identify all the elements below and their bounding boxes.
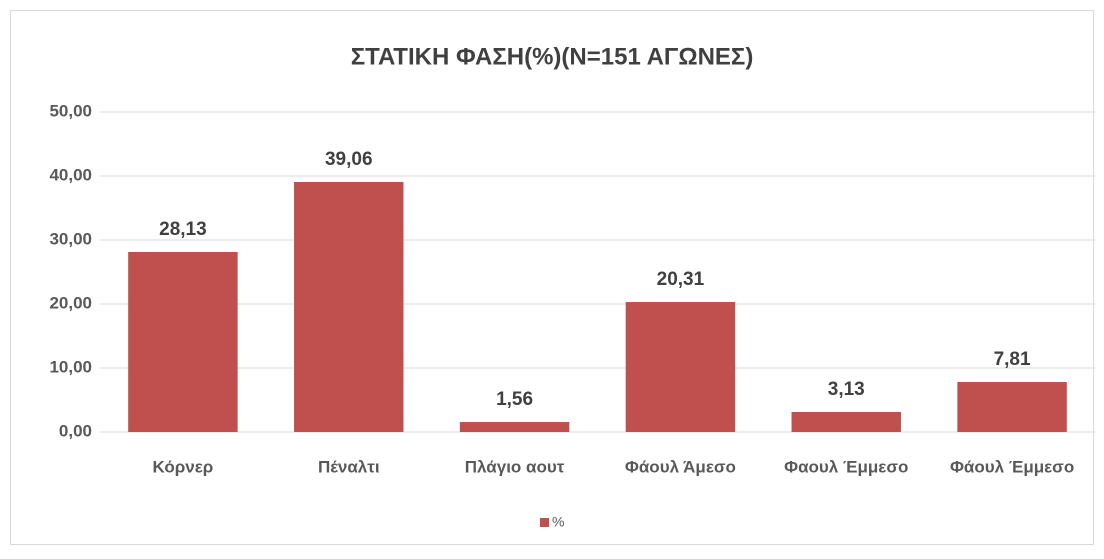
y-tick-label: 40,00 bbox=[49, 165, 92, 184]
y-tick-label: 30,00 bbox=[49, 229, 92, 248]
y-tick-label: 20,00 bbox=[49, 293, 92, 312]
bar bbox=[294, 182, 404, 432]
legend-swatch bbox=[540, 518, 549, 527]
data-label: 3,13 bbox=[828, 379, 865, 400]
y-tick-label: 0,00 bbox=[59, 421, 92, 440]
bar bbox=[957, 382, 1067, 432]
bar bbox=[128, 251, 238, 432]
data-label: 1,56 bbox=[496, 389, 533, 410]
data-label: 39,06 bbox=[325, 149, 373, 170]
x-tick-label: Φάουλ Έμμεσο bbox=[950, 457, 1074, 476]
y-tick-label: 50,00 bbox=[49, 101, 92, 120]
x-tick-label: Πέναλτι bbox=[318, 457, 380, 476]
y-tick-label: 10,00 bbox=[49, 357, 92, 376]
x-tick-label: Φαουλ Έμμεσο bbox=[784, 457, 908, 476]
chart-title: ΣΤΑΤΙΚΗ ΦΑΣΗ(%)(Ν=151 ΑΓΩΝΕΣ) bbox=[351, 43, 754, 70]
bar bbox=[459, 422, 570, 432]
data-label: 28,13 bbox=[159, 219, 207, 240]
bar bbox=[625, 302, 736, 432]
legend-label: % bbox=[552, 514, 564, 530]
x-tick-label: Κόρνερ bbox=[153, 457, 214, 476]
data-label: 7,81 bbox=[994, 349, 1031, 370]
bar bbox=[791, 411, 901, 432]
x-tick-label: Πλάγιο αουτ bbox=[465, 457, 565, 476]
x-tick-label: Φάουλ Άμεσο bbox=[625, 457, 736, 476]
data-label: 20,31 bbox=[657, 269, 705, 290]
